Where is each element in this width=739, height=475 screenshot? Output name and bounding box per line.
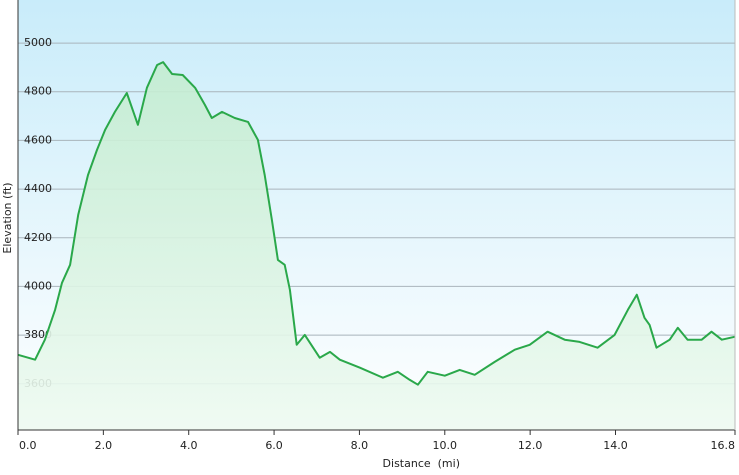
x-tick-label: 10.0 xyxy=(433,439,458,452)
y-tick-label: 4800 xyxy=(24,85,52,98)
y-tick-label: 4400 xyxy=(24,182,52,195)
x-tick-label: 2.0 xyxy=(95,439,113,452)
y-tick-label: 4000 xyxy=(24,279,52,292)
x-tick-label: 4.0 xyxy=(180,439,198,452)
x-tick-label: 0.0 xyxy=(19,439,37,452)
x-tick-label: 16.8 xyxy=(711,439,736,452)
x-tick-label: 8.0 xyxy=(351,439,369,452)
elevation-line xyxy=(17,61,735,386)
area-fill xyxy=(18,62,735,430)
y-axis-title: Elevation (ft) xyxy=(1,182,14,253)
x-tick-label: 14.0 xyxy=(603,439,628,452)
y-tick-label: 4600 xyxy=(24,133,52,146)
x-tick-label: 6.0 xyxy=(265,439,283,452)
y-tick-label: 4200 xyxy=(24,231,52,244)
x-axis-title: Distance (mi) xyxy=(383,457,460,470)
x-tick-label: 12.0 xyxy=(518,439,543,452)
y-tick-label: 5000 xyxy=(24,36,52,49)
